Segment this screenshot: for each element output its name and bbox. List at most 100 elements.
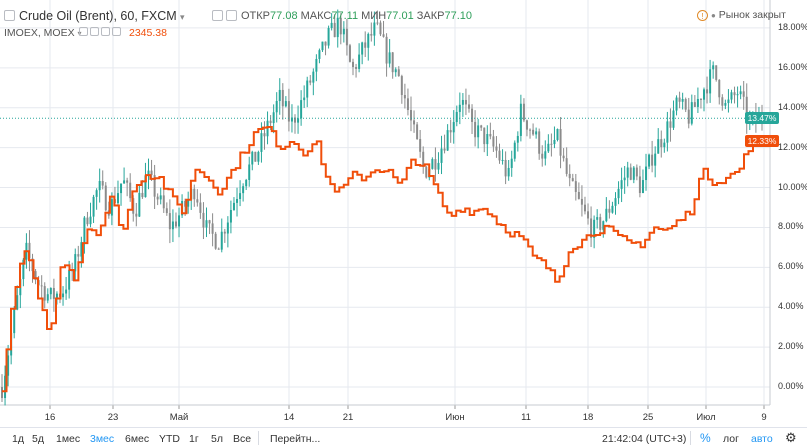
candle-body bbox=[339, 17, 342, 35]
candle-body bbox=[263, 133, 266, 137]
candle-body bbox=[74, 254, 77, 272]
high-value: 77.11 bbox=[331, 10, 359, 22]
candle-body bbox=[196, 199, 199, 203]
candle-body bbox=[83, 217, 86, 243]
open-value: 77.08 bbox=[270, 10, 298, 22]
y-tick-label: 16.00% bbox=[778, 61, 807, 72]
period-button-8[interactable]: Все bbox=[233, 433, 252, 445]
candle-body bbox=[657, 139, 660, 154]
candle-body bbox=[617, 188, 620, 199]
symbol-dropdown-icon[interactable]: ▾ bbox=[180, 12, 185, 22]
last-value-tag-brent: 13.47% bbox=[745, 112, 779, 125]
candle-body bbox=[300, 100, 303, 119]
auto-scale-button[interactable]: авто bbox=[751, 433, 773, 445]
candle-body bbox=[226, 222, 229, 234]
candle-body bbox=[355, 67, 358, 69]
candle-body bbox=[666, 121, 669, 143]
period-button-7[interactable]: 5л bbox=[211, 433, 223, 445]
period-button-0[interactable]: 1д bbox=[12, 433, 24, 445]
candle-body bbox=[648, 154, 651, 167]
candle-body bbox=[168, 213, 171, 230]
period-button-6[interactable]: 1г bbox=[189, 433, 199, 445]
candle-body bbox=[675, 97, 678, 111]
candle-body bbox=[333, 22, 336, 38]
candle-body bbox=[556, 129, 559, 140]
candle-body bbox=[437, 162, 440, 170]
candle-body bbox=[214, 233, 217, 249]
candle-body bbox=[275, 100, 278, 113]
candle-body bbox=[370, 33, 373, 36]
period-button-5[interactable]: YTD bbox=[159, 433, 180, 445]
candle-body bbox=[245, 179, 248, 187]
candle-body bbox=[498, 150, 501, 161]
candle-body bbox=[116, 193, 119, 204]
candle-body bbox=[330, 22, 333, 29]
x-tick-label: 25 bbox=[642, 412, 654, 423]
candle-body bbox=[449, 130, 452, 133]
candle-body bbox=[525, 120, 528, 130]
candle-body bbox=[452, 122, 455, 133]
candle-body bbox=[422, 151, 425, 167]
log-scale-button[interactable]: лог bbox=[723, 433, 739, 445]
candle-body bbox=[110, 199, 113, 216]
candle-body bbox=[507, 167, 510, 177]
candle-body bbox=[7, 355, 10, 376]
candle-body bbox=[703, 89, 706, 100]
period-button-2[interactable]: 1мес bbox=[56, 433, 81, 445]
candle-body bbox=[471, 108, 474, 122]
compare-settings-button[interactable] bbox=[90, 27, 99, 36]
candle-body bbox=[178, 215, 181, 227]
y-tick-label: 12.00% bbox=[778, 141, 807, 152]
candle-body bbox=[101, 181, 104, 186]
candle-body bbox=[86, 217, 89, 225]
candle-body bbox=[709, 69, 712, 94]
chart-canvas[interactable] bbox=[0, 0, 807, 427]
candle-body bbox=[443, 148, 446, 151]
candle-body bbox=[730, 92, 733, 100]
candle-body bbox=[400, 76, 403, 96]
candle-body bbox=[77, 254, 80, 257]
gear-icon[interactable]: ⚙ bbox=[785, 430, 797, 445]
candle-body bbox=[345, 28, 348, 46]
candle-body bbox=[467, 104, 470, 109]
candle-body bbox=[550, 143, 553, 145]
hide-series-button[interactable] bbox=[212, 10, 223, 21]
period-button-4[interactable]: 6мес bbox=[125, 433, 150, 445]
goto-date-button[interactable]: Перейтн... bbox=[270, 433, 321, 445]
x-tick-label: 16 bbox=[44, 412, 56, 423]
candle-body bbox=[281, 89, 284, 107]
candle-body bbox=[199, 202, 202, 213]
candle-body bbox=[532, 129, 535, 135]
collapse-legend-button[interactable] bbox=[4, 10, 15, 21]
candle-body bbox=[248, 164, 251, 180]
candle-body bbox=[1, 387, 3, 399]
compare-hide-button[interactable] bbox=[79, 27, 88, 36]
candle-body bbox=[605, 208, 608, 222]
candle-body bbox=[641, 180, 644, 194]
candle-body bbox=[687, 109, 690, 124]
compare-more-button[interactable] bbox=[101, 27, 110, 36]
candle-body bbox=[379, 22, 382, 35]
percent-scale-button[interactable]: % bbox=[700, 431, 711, 445]
series-settings-button[interactable] bbox=[226, 10, 237, 21]
candle-body bbox=[446, 130, 449, 151]
compare-remove-button[interactable] bbox=[112, 27, 121, 36]
period-button-1[interactable]: 5д bbox=[32, 433, 44, 445]
clock[interactable]: 21:42:04 (UTC+3) bbox=[602, 433, 687, 445]
y-tick-label: 6.00% bbox=[778, 261, 804, 272]
candle-body bbox=[364, 42, 367, 48]
candle-body bbox=[678, 97, 681, 102]
candle-body bbox=[614, 198, 617, 206]
candle-body bbox=[696, 98, 699, 107]
candle-body bbox=[223, 231, 226, 234]
open-label: ОТКР bbox=[241, 10, 271, 22]
period-button-3[interactable]: 3мес bbox=[90, 433, 115, 445]
x-tick-label: 14 bbox=[283, 412, 295, 423]
candle-body bbox=[513, 142, 516, 159]
candle-body bbox=[458, 104, 461, 112]
candle-body bbox=[541, 153, 544, 159]
candle-body bbox=[43, 286, 46, 301]
candle-body bbox=[49, 288, 52, 295]
candle-body bbox=[602, 221, 605, 230]
candle-body bbox=[504, 159, 507, 177]
